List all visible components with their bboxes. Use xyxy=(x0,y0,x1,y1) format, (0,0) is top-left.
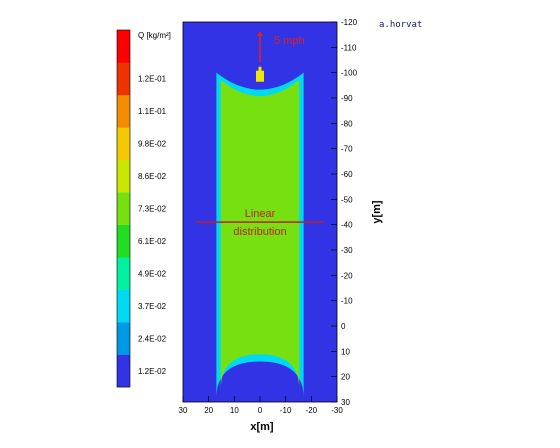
wind-label: 5 mph xyxy=(274,35,305,47)
y-tick-label: -100 xyxy=(341,69,358,78)
y-tick-label: 10 xyxy=(341,347,350,356)
y-tick-label: -120 xyxy=(341,18,358,27)
x-tick-label: 0 xyxy=(258,406,263,415)
x-tick-label: -10 xyxy=(280,406,292,415)
colorbar-segment xyxy=(117,127,130,161)
y-tick-label: -30 xyxy=(341,246,353,255)
colorbar-segment xyxy=(117,322,130,355)
wind-arrow-head xyxy=(257,31,263,37)
colorbar-label: 7.3E-02 xyxy=(138,205,167,214)
colorbar: 1.2E-02 2.4E-02 3.7E-02 4.9E-02 6.1E-02 7.3E-… xyxy=(116,29,167,388)
colorbar-frame xyxy=(116,29,131,388)
x-axis-title: x[m] xyxy=(250,421,274,433)
distribution-label-line1: Linear xyxy=(245,208,276,220)
y-tick-label: -50 xyxy=(341,195,353,204)
y-tick-label: -80 xyxy=(341,119,353,128)
colorbar-segment xyxy=(117,354,130,388)
y-axis-title: y[m] xyxy=(371,200,383,224)
colorbar-segment xyxy=(117,257,130,290)
colorbar-label: 1.1E-01 xyxy=(138,107,167,116)
source-marker-stack xyxy=(258,66,262,72)
y-tick-label: -90 xyxy=(341,94,353,103)
plume-core xyxy=(220,79,300,390)
x-tick-label: -30 xyxy=(331,406,343,415)
colorbar-label: 9.8E-02 xyxy=(138,140,167,149)
x-tick-label: 20 xyxy=(204,406,213,415)
x-tick-label: 10 xyxy=(230,406,239,415)
colorbar-segment xyxy=(117,289,130,323)
colorbar-label: 1.2E-01 xyxy=(138,75,167,84)
x-tick-label: 30 xyxy=(179,406,188,415)
y-tick-label: 0 xyxy=(341,322,346,331)
colorbar-segment xyxy=(117,192,130,226)
y-tick-label: -40 xyxy=(341,221,353,230)
colorbar-segment xyxy=(117,224,130,258)
colorbar-title: Q [kg/m²] xyxy=(138,31,171,40)
author-label: a.horvat xyxy=(379,20,422,30)
plot-area: 5 mph Linear distribution 30 20 10 0 -10 -20 -30 x… xyxy=(179,18,383,433)
colorbar-segment xyxy=(117,62,130,96)
colorbar-label: 3.7E-02 xyxy=(138,302,167,311)
y-tick-label: 20 xyxy=(341,373,350,382)
colorbar-label: 4.9E-02 xyxy=(138,269,167,278)
y-tick-label: 30 xyxy=(341,398,350,407)
colorbar-label: 1.2E-02 xyxy=(138,367,167,376)
x-tick-label: -20 xyxy=(306,406,318,415)
y-tick-label: -10 xyxy=(341,297,353,306)
source-marker xyxy=(256,70,264,82)
colorbar-label: 6.1E-02 xyxy=(138,237,167,246)
colorbar-label: 2.4E-02 xyxy=(138,334,167,343)
y-tick-label: -70 xyxy=(341,145,353,154)
distribution-label-line2: distribution xyxy=(233,226,286,238)
y-tick-label: -20 xyxy=(341,271,353,280)
y-tick-label: -60 xyxy=(341,170,353,179)
colorbar-segment xyxy=(117,94,130,128)
colorbar-segment xyxy=(117,30,130,63)
y-tick-label: -110 xyxy=(341,43,357,52)
colorbar-segment xyxy=(117,159,130,193)
colorbar-label: 8.6E-02 xyxy=(138,172,167,181)
